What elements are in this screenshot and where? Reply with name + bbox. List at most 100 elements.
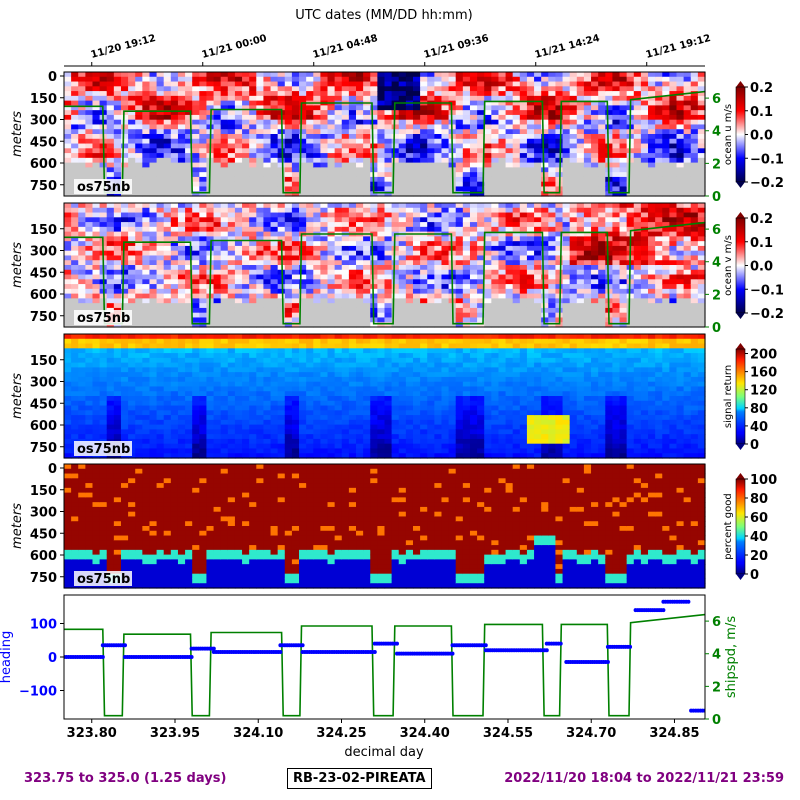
heatmap-cell xyxy=(334,222,343,228)
heatmap-cell xyxy=(427,312,435,319)
heatmap-cell xyxy=(192,260,200,266)
heatmap-cell xyxy=(605,91,614,97)
heatmap-cell xyxy=(498,269,507,276)
heatmap-cell xyxy=(505,303,514,309)
heatmap-cell xyxy=(512,298,521,304)
heatmap-cell xyxy=(420,241,428,247)
heatmap-cell xyxy=(78,367,86,373)
heatmap-cell xyxy=(64,293,72,299)
heatmap-cell xyxy=(569,312,578,319)
heatmap-cell xyxy=(662,191,670,197)
heatmap-cell xyxy=(612,110,621,116)
heatmap-cell xyxy=(135,434,143,440)
heatmap-cell xyxy=(576,172,585,178)
heatmap-cell xyxy=(220,95,229,102)
heatmap-cell xyxy=(120,129,129,135)
heatmap-cell xyxy=(398,226,407,233)
heatmap-cell xyxy=(477,91,485,97)
heatmap-cell xyxy=(512,241,521,247)
heatmap-cell xyxy=(441,95,450,102)
heatmap-cell xyxy=(113,338,122,345)
heatmap-cell xyxy=(498,162,507,168)
heatmap-cell xyxy=(591,72,599,78)
heatmap-cell xyxy=(113,222,122,228)
heatmap-cell xyxy=(591,284,599,290)
heatmap-cell xyxy=(213,76,222,83)
heatmap-cell xyxy=(348,288,357,295)
heatmap-cell xyxy=(78,134,86,140)
heatmap-cell xyxy=(427,148,435,154)
heatmap-cell xyxy=(185,76,193,83)
heatmap-cell xyxy=(697,231,706,237)
heatmap-cell xyxy=(484,236,492,242)
heatmap-cell xyxy=(113,129,122,135)
heatmap-cell xyxy=(306,143,314,149)
heatmap-cell xyxy=(192,119,200,126)
heatmap-cell xyxy=(619,95,628,102)
heatmap-cell xyxy=(213,129,222,135)
heatmap-cell xyxy=(213,207,222,214)
heatmap-cell xyxy=(334,279,343,285)
heatmap-cell xyxy=(120,424,129,430)
heatmap-cell xyxy=(113,284,122,290)
heatmap-cell xyxy=(690,231,699,237)
heatmap-cell xyxy=(199,162,208,168)
heatmap-cell xyxy=(541,157,549,164)
heatmap-cell xyxy=(320,72,329,78)
heatmap-cell xyxy=(676,284,685,290)
heatmap-cell xyxy=(412,217,421,223)
heatmap-cell xyxy=(626,317,635,323)
heatmap-cell xyxy=(562,186,571,192)
heatmap-cell xyxy=(690,72,699,78)
heatmap-cell xyxy=(462,279,471,285)
heatmap-cell xyxy=(291,86,300,92)
heatmap-cell xyxy=(120,81,129,87)
heatmap-cell xyxy=(455,86,464,92)
heatmap-cell xyxy=(277,148,286,154)
heatmap-cell xyxy=(391,207,400,214)
heatmap-cell xyxy=(648,236,656,242)
heatmap-cell xyxy=(220,288,229,295)
heatmap-cell xyxy=(505,186,514,192)
heatmap-cell xyxy=(505,172,514,178)
heatmap-cell xyxy=(562,307,571,314)
heatmap-cell xyxy=(519,110,528,116)
heatmap-cell xyxy=(256,260,265,266)
heatmap-cell xyxy=(185,114,193,121)
heatmap-cell xyxy=(384,293,393,299)
heatmap-cell xyxy=(669,212,678,218)
heatmap-cell xyxy=(583,236,592,242)
heatmap-cell xyxy=(512,81,521,87)
heatmap-cell xyxy=(697,186,706,192)
heatmap-cell xyxy=(697,143,706,149)
heatmap-cell xyxy=(462,181,471,188)
heatmap-cell xyxy=(534,236,542,242)
heatmap-cell xyxy=(434,124,443,130)
heatmap-cell xyxy=(220,72,229,78)
heatmap-cell xyxy=(99,415,108,421)
heatmap-cell xyxy=(92,372,101,378)
heatmap-cell xyxy=(92,114,101,121)
heatmap-cell xyxy=(498,138,507,145)
heatmap-cell xyxy=(128,134,136,140)
heatmap-cell xyxy=(64,419,72,426)
heatmap-cell xyxy=(64,269,72,276)
heatmap-cell xyxy=(420,81,428,87)
heatmap-cell xyxy=(363,260,371,266)
heatmap-cell xyxy=(313,76,321,83)
heatmap-cell xyxy=(163,167,172,173)
heatmap-cell xyxy=(106,386,115,392)
heatmap-cell xyxy=(213,293,222,299)
heatmap-cell xyxy=(113,255,122,261)
heatmap-cell xyxy=(163,288,172,295)
heatmap-cell xyxy=(398,148,407,154)
heatmap-cell xyxy=(491,81,500,87)
heatmap-cell xyxy=(690,100,699,106)
heatmap-cell xyxy=(491,231,500,237)
heatmap-cell xyxy=(640,217,649,223)
heatmap-cell xyxy=(512,95,521,102)
heatmap-cell xyxy=(270,81,279,87)
heatmap-cell xyxy=(591,293,599,299)
heatmap-cell xyxy=(690,260,699,266)
heatmap-cell xyxy=(306,129,314,135)
